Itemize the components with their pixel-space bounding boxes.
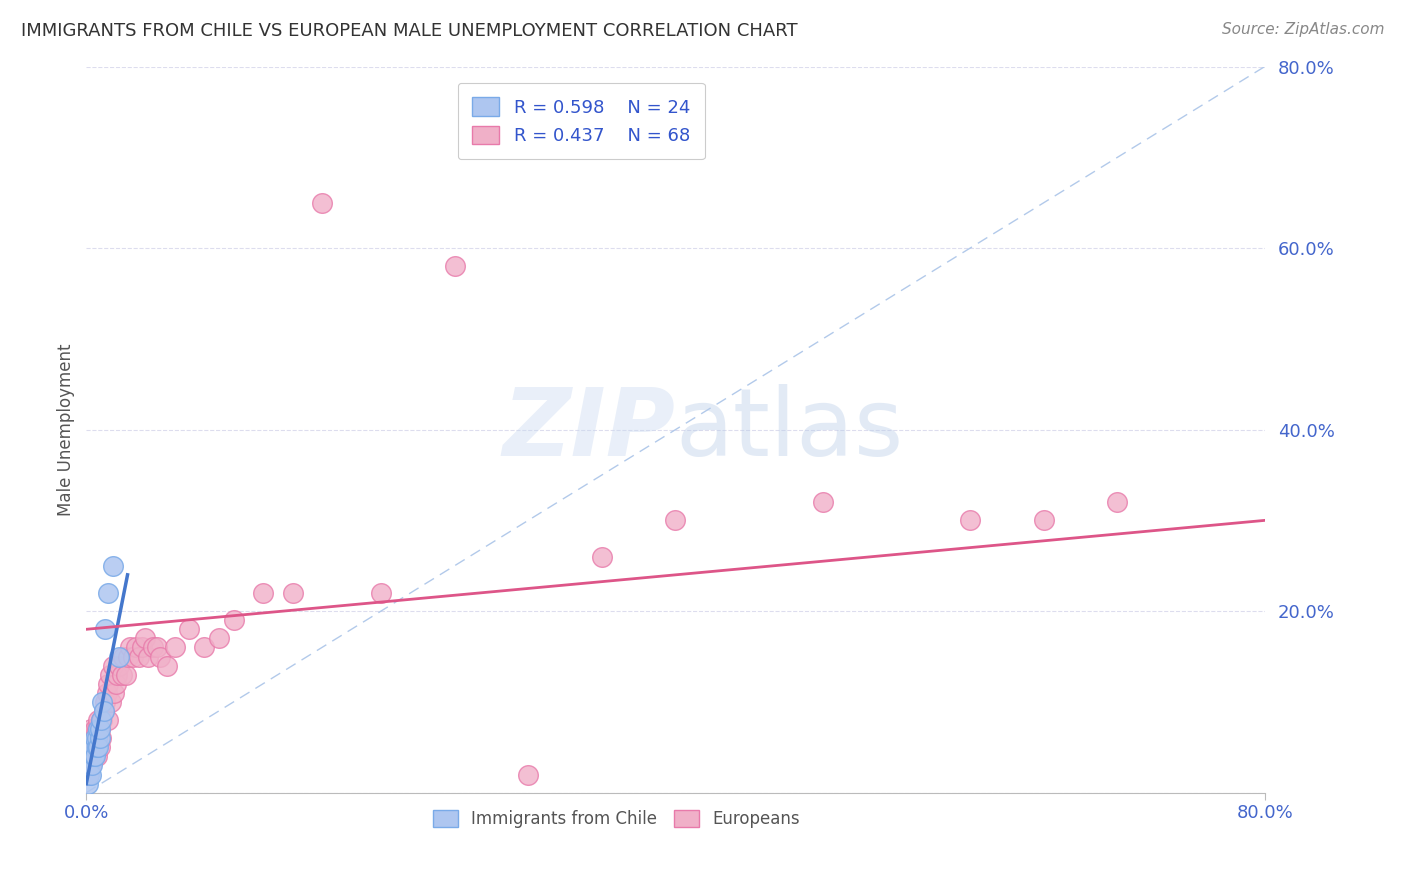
Point <box>89 731 111 746</box>
Point <box>1107 495 1129 509</box>
Point <box>156 658 179 673</box>
Point <box>76 758 98 772</box>
Point <box>591 549 613 564</box>
Point <box>370 586 392 600</box>
Point <box>83 731 105 746</box>
Point <box>77 758 100 772</box>
Point <box>83 749 105 764</box>
Point <box>97 586 120 600</box>
Point <box>82 749 104 764</box>
Point <box>134 632 156 646</box>
Text: atlas: atlas <box>675 384 904 475</box>
Point <box>77 731 100 746</box>
Point <box>90 713 112 727</box>
Y-axis label: Male Unemployment: Male Unemployment <box>58 343 75 516</box>
Point <box>142 640 165 655</box>
Point <box>443 260 465 274</box>
Point <box>76 767 98 781</box>
Point <box>252 586 274 600</box>
Point <box>87 740 110 755</box>
Point <box>117 649 139 664</box>
Point <box>82 758 104 772</box>
Point <box>120 640 142 655</box>
Point <box>83 749 105 764</box>
Point <box>311 195 333 210</box>
Point <box>94 622 117 636</box>
Point <box>105 667 128 681</box>
Point <box>80 740 103 755</box>
Point <box>101 658 124 673</box>
Point <box>100 695 122 709</box>
Point <box>76 776 98 790</box>
Point <box>131 640 153 655</box>
Point <box>84 749 107 764</box>
Point <box>163 640 186 655</box>
Point <box>93 704 115 718</box>
Point <box>80 722 103 736</box>
Point <box>98 667 121 681</box>
Text: Source: ZipAtlas.com: Source: ZipAtlas.com <box>1222 22 1385 37</box>
Point <box>83 740 105 755</box>
Point <box>179 622 201 636</box>
Point <box>80 758 103 772</box>
Point <box>87 731 110 746</box>
Point <box>97 677 120 691</box>
Point <box>104 677 127 691</box>
Point <box>90 713 112 727</box>
Point <box>86 740 108 755</box>
Point <box>82 731 104 746</box>
Point <box>84 731 107 746</box>
Point <box>136 649 159 664</box>
Point <box>122 649 145 664</box>
Point <box>811 495 834 509</box>
Point <box>125 640 148 655</box>
Point <box>94 695 117 709</box>
Point <box>959 513 981 527</box>
Point <box>91 713 114 727</box>
Point <box>103 686 125 700</box>
Point <box>90 731 112 746</box>
Point <box>115 667 138 681</box>
Point <box>82 740 104 755</box>
Point <box>89 722 111 736</box>
Legend: Immigrants from Chile, Europeans: Immigrants from Chile, Europeans <box>426 804 807 835</box>
Point <box>86 749 108 764</box>
Point <box>107 649 129 664</box>
Point <box>146 640 169 655</box>
Point <box>111 667 134 681</box>
Point <box>84 722 107 736</box>
Point <box>89 740 111 755</box>
Point <box>89 722 111 736</box>
Point <box>222 613 245 627</box>
Point <box>87 722 110 736</box>
Point <box>76 740 98 755</box>
Text: IMMIGRANTS FROM CHILE VS EUROPEAN MALE UNEMPLOYMENT CORRELATION CHART: IMMIGRANTS FROM CHILE VS EUROPEAN MALE U… <box>21 22 797 40</box>
Point <box>93 704 115 718</box>
Point <box>96 686 118 700</box>
Point <box>80 767 103 781</box>
Text: ZIP: ZIP <box>502 384 675 475</box>
Point <box>101 558 124 573</box>
Point <box>77 758 100 772</box>
Point <box>208 632 231 646</box>
Point <box>91 695 114 709</box>
Point <box>128 649 150 664</box>
Point <box>517 767 540 781</box>
Point <box>1032 513 1054 527</box>
Point <box>107 658 129 673</box>
Point <box>77 749 100 764</box>
Point <box>86 731 108 746</box>
Point <box>86 722 108 736</box>
Point <box>97 713 120 727</box>
Point <box>112 649 135 664</box>
Point <box>193 640 215 655</box>
Point <box>281 586 304 600</box>
Point <box>77 767 100 781</box>
Point <box>149 649 172 664</box>
Point <box>84 740 107 755</box>
Point <box>80 749 103 764</box>
Point <box>87 713 110 727</box>
Point <box>664 513 686 527</box>
